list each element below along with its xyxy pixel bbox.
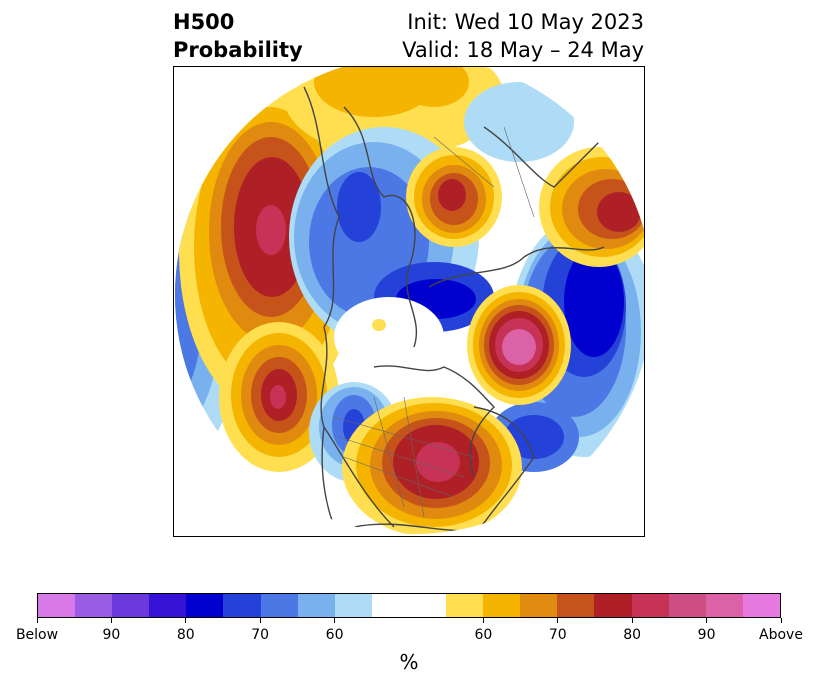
colorbar-segment [408,594,447,617]
colorbar-tick [259,618,261,623]
colorbar-segment [705,594,743,617]
colorbar-segment [38,594,76,617]
colorbar-tick [110,618,112,623]
init-date: Init: Wed 10 May 2023 [407,10,644,34]
above-anomaly-siberia [284,67,504,157]
colorbar-tick-label: 60 [474,627,493,643]
colorbar-tick [706,618,708,623]
colorbar-tick-label: 60 [325,627,344,643]
colorbar-segment [742,594,780,617]
neutral-pole [334,297,444,377]
colorbar-tick [557,618,559,623]
colorbar-segment [186,594,224,617]
colorbar-segment [446,594,484,617]
colorbar-unit-label: % [399,650,419,674]
below-anomaly-north [464,82,574,162]
title-variable: H500 [173,10,235,34]
colorbar-segment [75,594,113,617]
title-right: Init: Wed 10 May 2023 Valid: 18 May – 24… [402,8,644,64]
valid-range: Valid: 18 May – 24 May [402,38,644,62]
colorbar-segment [520,594,558,617]
colorbar [37,593,781,618]
colorbar-segment [334,594,372,617]
colorbar-segment [297,594,335,617]
colorbar-segment [594,594,632,617]
coastlines [303,86,644,534]
colorbar-tick [36,618,38,623]
colorbar-tick-label: 80 [176,627,195,643]
anomaly-field [175,67,644,534]
colorbar-tick-label: Above [759,627,803,643]
colorbar-tick-label: 80 [623,627,642,643]
above-anomaly-subtropical-pacific [219,322,339,472]
colorbar-tick [185,618,187,623]
above-anomaly-atlantic [467,285,571,405]
colorbar-segment [483,594,521,617]
colorbar-segment [149,594,187,617]
title-type: Probability [173,38,303,62]
colorbar-segment [668,594,706,617]
colorbar-segment [371,594,409,617]
colorbar-segment [631,594,669,617]
colorbar-tick-label: 70 [548,627,567,643]
colorbar-tick [334,618,336,623]
colorbar-segment [557,594,595,617]
colorbar-segment [260,594,298,617]
colorbar-tick [631,618,633,623]
above-anomaly-east-siberia [406,147,502,247]
colorbar-tick [482,618,484,623]
colorbar-tick [780,618,782,623]
colorbar-tick-label: 70 [251,627,270,643]
probability-map [173,66,645,537]
colorbar-segment [223,594,261,617]
borders [333,126,535,518]
colorbar-segment [112,594,150,617]
title-left: H500 Probability [173,8,303,64]
map-svg [175,67,644,534]
colorbar-tick-label: Below [15,627,59,643]
above-spot-pole [372,319,386,331]
colorbar-tick-label: 90 [102,627,121,643]
colorbar-tick-label: 90 [697,627,716,643]
